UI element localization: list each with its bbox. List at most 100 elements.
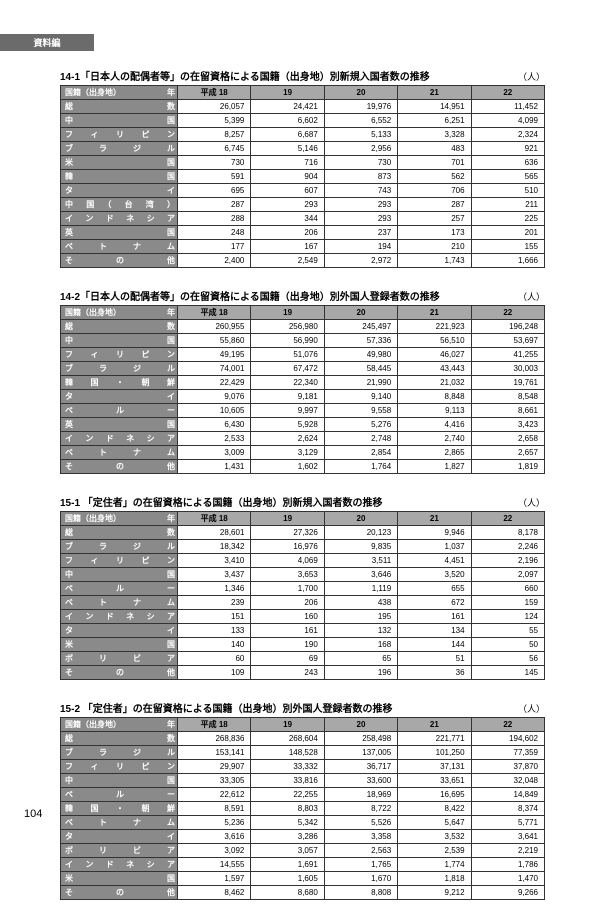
cell-value: 695 — [178, 184, 251, 198]
cell-value: 8,178 — [471, 526, 544, 540]
table-row: 韓 国 ・ 朝 鮮8,5918,8038,7228,4228,374 — [61, 802, 545, 816]
unit-label: （人） — [518, 70, 545, 83]
table-row: タ イ3,6163,2863,3583,5323,641 — [61, 830, 545, 844]
cell-value: 8,680 — [251, 886, 324, 900]
cell-value: 706 — [398, 184, 471, 198]
cell-value: 1,743 — [398, 254, 471, 268]
table-row: イ ン ド ネ シ ア288344293257225 — [61, 212, 545, 226]
cell-value: 5,526 — [324, 816, 397, 830]
cell-value: 124 — [471, 610, 544, 624]
table-row: 中 国33,30533,81633,60033,65132,048 — [61, 774, 545, 788]
rowhead-label: 国籍（出身地）年 — [61, 306, 178, 320]
year-header: 平成 18 — [178, 512, 251, 526]
table-row: 米 国14019016814450 — [61, 638, 545, 652]
cell-value: 22,255 — [251, 788, 324, 802]
unit-label: （人） — [518, 290, 545, 303]
cell-value: 9,076 — [178, 390, 251, 404]
cell-value: 69 — [251, 652, 324, 666]
table-row: ベ ト ナ ム3,0093,1292,8542,8652,657 — [61, 446, 545, 460]
cell-value: 2,748 — [324, 432, 397, 446]
cell-value: 26,057 — [178, 100, 251, 114]
table-row: 総 数28,60127,32620,1239,9468,178 — [61, 526, 545, 540]
cell-value: 2,246 — [471, 540, 544, 554]
cell-value: 161 — [398, 610, 471, 624]
table-row: フ ィ リ ピ ン3,4104,0693,5114,4512,196 — [61, 554, 545, 568]
table-row: ブ ラ ジ ル74,00167,47258,44543,44330,003 — [61, 362, 545, 376]
cell-value: 225 — [471, 212, 544, 226]
cell-value: 1,037 — [398, 540, 471, 554]
row-label: ブ ラ ジ ル — [61, 362, 178, 376]
year-header: 平成 18 — [178, 718, 251, 732]
cell-value: 1,431 — [178, 460, 251, 474]
row-label: ペ ル ー — [61, 788, 178, 802]
cell-value: 3,646 — [324, 568, 397, 582]
table-row: 英 国248206237173201 — [61, 226, 545, 240]
cell-value: 510 — [471, 184, 544, 198]
row-label: そ の 他 — [61, 254, 178, 268]
cell-value: 4,416 — [398, 418, 471, 432]
cell-value: 268,604 — [251, 732, 324, 746]
table-title: 15-2 「定住者」の在留資格による国籍（出身地）別外国人登録者数の推移 — [60, 700, 393, 715]
cell-value: 655 — [398, 582, 471, 596]
row-label: ベ ト ナ ム — [61, 816, 178, 830]
row-label: 総 数 — [61, 320, 178, 334]
table-row: フ ィ リ ピ ン8,2576,6875,1333,3282,324 — [61, 128, 545, 142]
data-table: 国籍（出身地）年平成 1819202122総 数260,955256,98024… — [60, 305, 545, 474]
cell-value: 5,236 — [178, 816, 251, 830]
cell-value: 288 — [178, 212, 251, 226]
row-label: 米 国 — [61, 872, 178, 886]
cell-value: 2,196 — [471, 554, 544, 568]
row-label: フ ィ リ ピ ン — [61, 128, 178, 142]
cell-value: 1,670 — [324, 872, 397, 886]
cell-value: 287 — [178, 198, 251, 212]
row-label: フ ィ リ ピ ン — [61, 554, 178, 568]
cell-value: 921 — [471, 142, 544, 156]
cell-value: 144 — [398, 638, 471, 652]
cell-value: 37,870 — [471, 760, 544, 774]
cell-value: 137,005 — [324, 746, 397, 760]
cell-value: 730 — [324, 156, 397, 170]
cell-value: 201 — [471, 226, 544, 240]
cell-value: 2,624 — [251, 432, 324, 446]
cell-value: 237 — [324, 226, 397, 240]
cell-value: 701 — [398, 156, 471, 170]
cell-value: 5,399 — [178, 114, 251, 128]
cell-value: 2,972 — [324, 254, 397, 268]
cell-value: 672 — [398, 596, 471, 610]
row-label: 韓 国 ・ 朝 鮮 — [61, 376, 178, 390]
cell-value: 2,563 — [324, 844, 397, 858]
cell-value: 133 — [178, 624, 251, 638]
row-label: 総 数 — [61, 732, 178, 746]
cell-value: 6,552 — [324, 114, 397, 128]
cell-value: 3,092 — [178, 844, 251, 858]
row-label: そ の 他 — [61, 460, 178, 474]
cell-value: 20,123 — [324, 526, 397, 540]
cell-value: 2,865 — [398, 446, 471, 460]
cell-value: 134 — [398, 624, 471, 638]
cell-value: 49,980 — [324, 348, 397, 362]
year-header: 22 — [471, 306, 544, 320]
cell-value: 43,443 — [398, 362, 471, 376]
section-tab: 資料編 — [0, 34, 94, 51]
table-row: イ ン ド ネ シ ア14,5551,6911,7651,7741,786 — [61, 858, 545, 872]
year-header: 21 — [398, 512, 471, 526]
cell-value: 41,255 — [471, 348, 544, 362]
cell-value: 8,848 — [398, 390, 471, 404]
table-row: ベ ト ナ ム177167194210155 — [61, 240, 545, 254]
cell-value: 1,597 — [178, 872, 251, 886]
cell-value: 6,251 — [398, 114, 471, 128]
cell-value: 3,653 — [251, 568, 324, 582]
row-label: イ ン ド ネ シ ア — [61, 432, 178, 446]
cell-value: 11,452 — [471, 100, 544, 114]
cell-value: 151 — [178, 610, 251, 624]
cell-value: 14,849 — [471, 788, 544, 802]
row-label: イ ン ド ネ シ ア — [61, 610, 178, 624]
table-row: ボ リ ビ ア6069655156 — [61, 652, 545, 666]
cell-value: 28,601 — [178, 526, 251, 540]
cell-value: 27,326 — [251, 526, 324, 540]
cell-value: 2,324 — [471, 128, 544, 142]
table-row: 中 国55,86056,99057,33656,51053,697 — [61, 334, 545, 348]
cell-value: 3,532 — [398, 830, 471, 844]
cell-value: 743 — [324, 184, 397, 198]
cell-value: 8,591 — [178, 802, 251, 816]
